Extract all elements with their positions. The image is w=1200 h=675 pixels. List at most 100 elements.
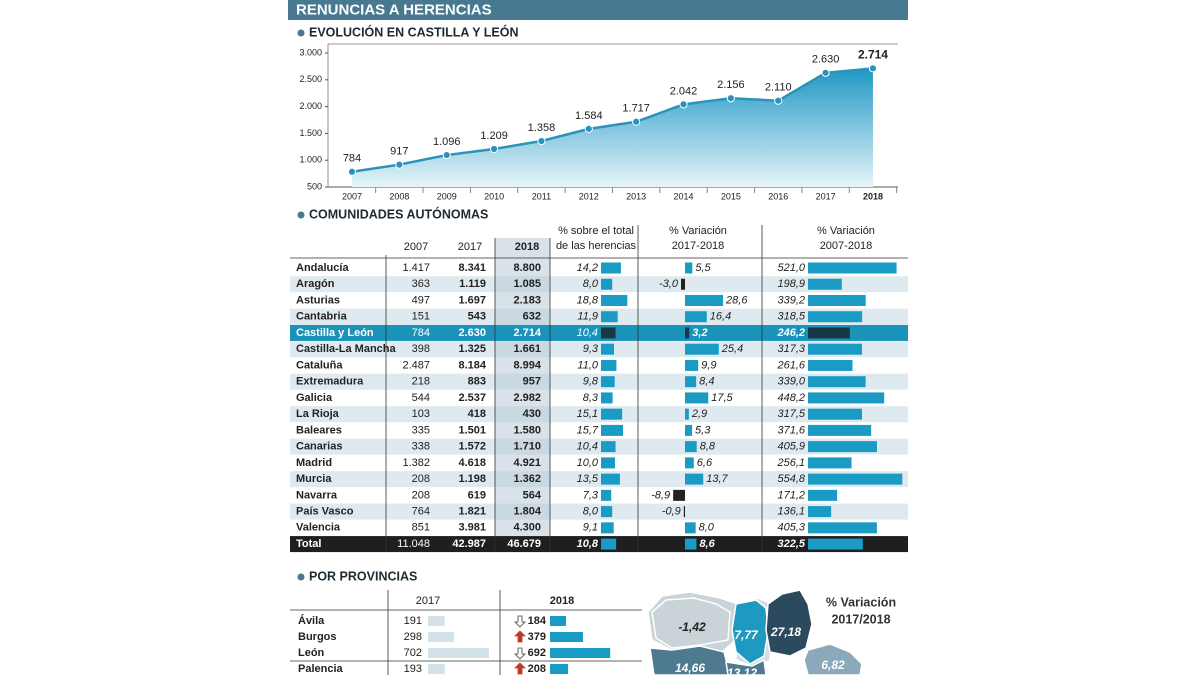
value-label: 13,5 xyxy=(577,473,599,485)
cell: 298 xyxy=(404,631,422,643)
value-label: 317,3 xyxy=(777,343,805,355)
cell: 2.714 xyxy=(513,327,541,339)
value-label: 17,5 xyxy=(711,392,733,404)
column-header: % Variación xyxy=(669,225,727,237)
value-label: 10,4 xyxy=(577,327,598,339)
cell: 2.487 xyxy=(402,359,430,371)
bar xyxy=(601,408,623,420)
page-title: RENUNCIAS A HERENCIAS xyxy=(296,1,492,18)
x-tick-label: 2009 xyxy=(437,191,457,201)
bar xyxy=(601,343,615,355)
x-tick-label: 2010 xyxy=(484,191,504,201)
value-label: 322,5 xyxy=(777,538,805,550)
cell: 619 xyxy=(468,489,486,501)
trend-arrow xyxy=(514,662,526,675)
column-shade xyxy=(495,238,550,553)
bar xyxy=(808,457,852,469)
bar xyxy=(808,327,850,339)
x-tick-label: 2007 xyxy=(342,191,362,201)
trend-arrow xyxy=(514,630,526,643)
bar xyxy=(685,457,694,469)
value-label: 405,9 xyxy=(777,441,805,453)
bar xyxy=(428,632,454,642)
row-name: Canarias xyxy=(296,441,342,453)
row-name: Baleares xyxy=(296,424,342,436)
bar xyxy=(685,343,719,355)
row-band xyxy=(290,341,908,358)
cell: 208 xyxy=(412,489,430,501)
value-label: 10,8 xyxy=(577,538,599,550)
cell: 4.300 xyxy=(513,522,541,534)
data-label: 2.714 xyxy=(858,48,888,62)
cell: 2.982 xyxy=(513,392,541,404)
bar xyxy=(685,376,697,388)
value-label: 405,3 xyxy=(777,522,805,534)
cell: 218 xyxy=(412,376,430,388)
cell: 8.184 xyxy=(458,359,486,371)
value-label: 11,0 xyxy=(577,359,598,371)
data-label: 2.630 xyxy=(812,54,840,66)
cell: 8.994 xyxy=(513,359,541,371)
value-label: 16,4 xyxy=(710,311,731,323)
cell: 957 xyxy=(523,376,541,388)
bar xyxy=(808,311,863,323)
row-name: Asturias xyxy=(296,294,340,306)
cell: 2.630 xyxy=(458,327,486,339)
row-name: La Rioja xyxy=(296,408,340,420)
cell: 363 xyxy=(412,278,430,290)
row-name: Palencia xyxy=(298,663,344,675)
bar xyxy=(601,359,617,371)
x-tick-label: 2011 xyxy=(532,191,551,201)
bar xyxy=(428,616,445,626)
data-label: 1.717 xyxy=(622,103,650,115)
bar xyxy=(601,392,613,404)
value-label: 339,2 xyxy=(777,294,805,306)
cell: 1.085 xyxy=(513,278,541,290)
cell: 208 xyxy=(528,663,546,675)
total-band xyxy=(290,536,908,553)
value-label: 256,1 xyxy=(776,457,805,469)
bar xyxy=(685,473,704,485)
bar xyxy=(601,441,616,453)
value-label: 339,0 xyxy=(777,376,805,388)
bar xyxy=(685,262,693,274)
point xyxy=(395,160,404,169)
row-band xyxy=(290,373,908,390)
bar xyxy=(685,359,699,371)
column-header: 2017-2018 xyxy=(672,240,725,252)
cell: 702 xyxy=(404,647,422,659)
cell: 1.382 xyxy=(402,457,430,469)
value-label: 8,0 xyxy=(583,506,599,518)
row-name: Andalucía xyxy=(296,262,349,274)
bar xyxy=(808,376,866,388)
bar xyxy=(601,294,628,306)
bar xyxy=(808,441,878,453)
bar xyxy=(685,392,709,404)
value-label: 8,4 xyxy=(699,376,714,388)
value-label: 261,6 xyxy=(776,359,805,371)
data-label: 2.156 xyxy=(717,79,745,91)
value-label: 8,0 xyxy=(583,278,599,290)
bar xyxy=(808,262,897,274)
column-header: 2017 xyxy=(416,595,440,607)
bar xyxy=(601,278,613,290)
row-highlight xyxy=(290,324,908,341)
column-header: 2018 xyxy=(515,241,539,253)
value-label: 318,5 xyxy=(777,311,805,323)
point xyxy=(489,144,499,154)
row-name: Valencia xyxy=(296,522,341,534)
x-tick-label: 2018 xyxy=(863,191,883,201)
value-label: 246,2 xyxy=(776,327,805,339)
data-label: 784 xyxy=(343,153,361,165)
section-dot xyxy=(297,573,305,581)
value-label: -0,9 xyxy=(662,506,681,518)
cell: 46.679 xyxy=(507,538,541,550)
trend-arrow xyxy=(514,615,526,628)
value-label: 9,3 xyxy=(583,343,599,355)
cell: 151 xyxy=(412,311,430,323)
bar xyxy=(550,648,611,658)
bar xyxy=(808,424,872,436)
cell: 1.821 xyxy=(458,506,486,518)
cell: 8.341 xyxy=(458,262,486,274)
